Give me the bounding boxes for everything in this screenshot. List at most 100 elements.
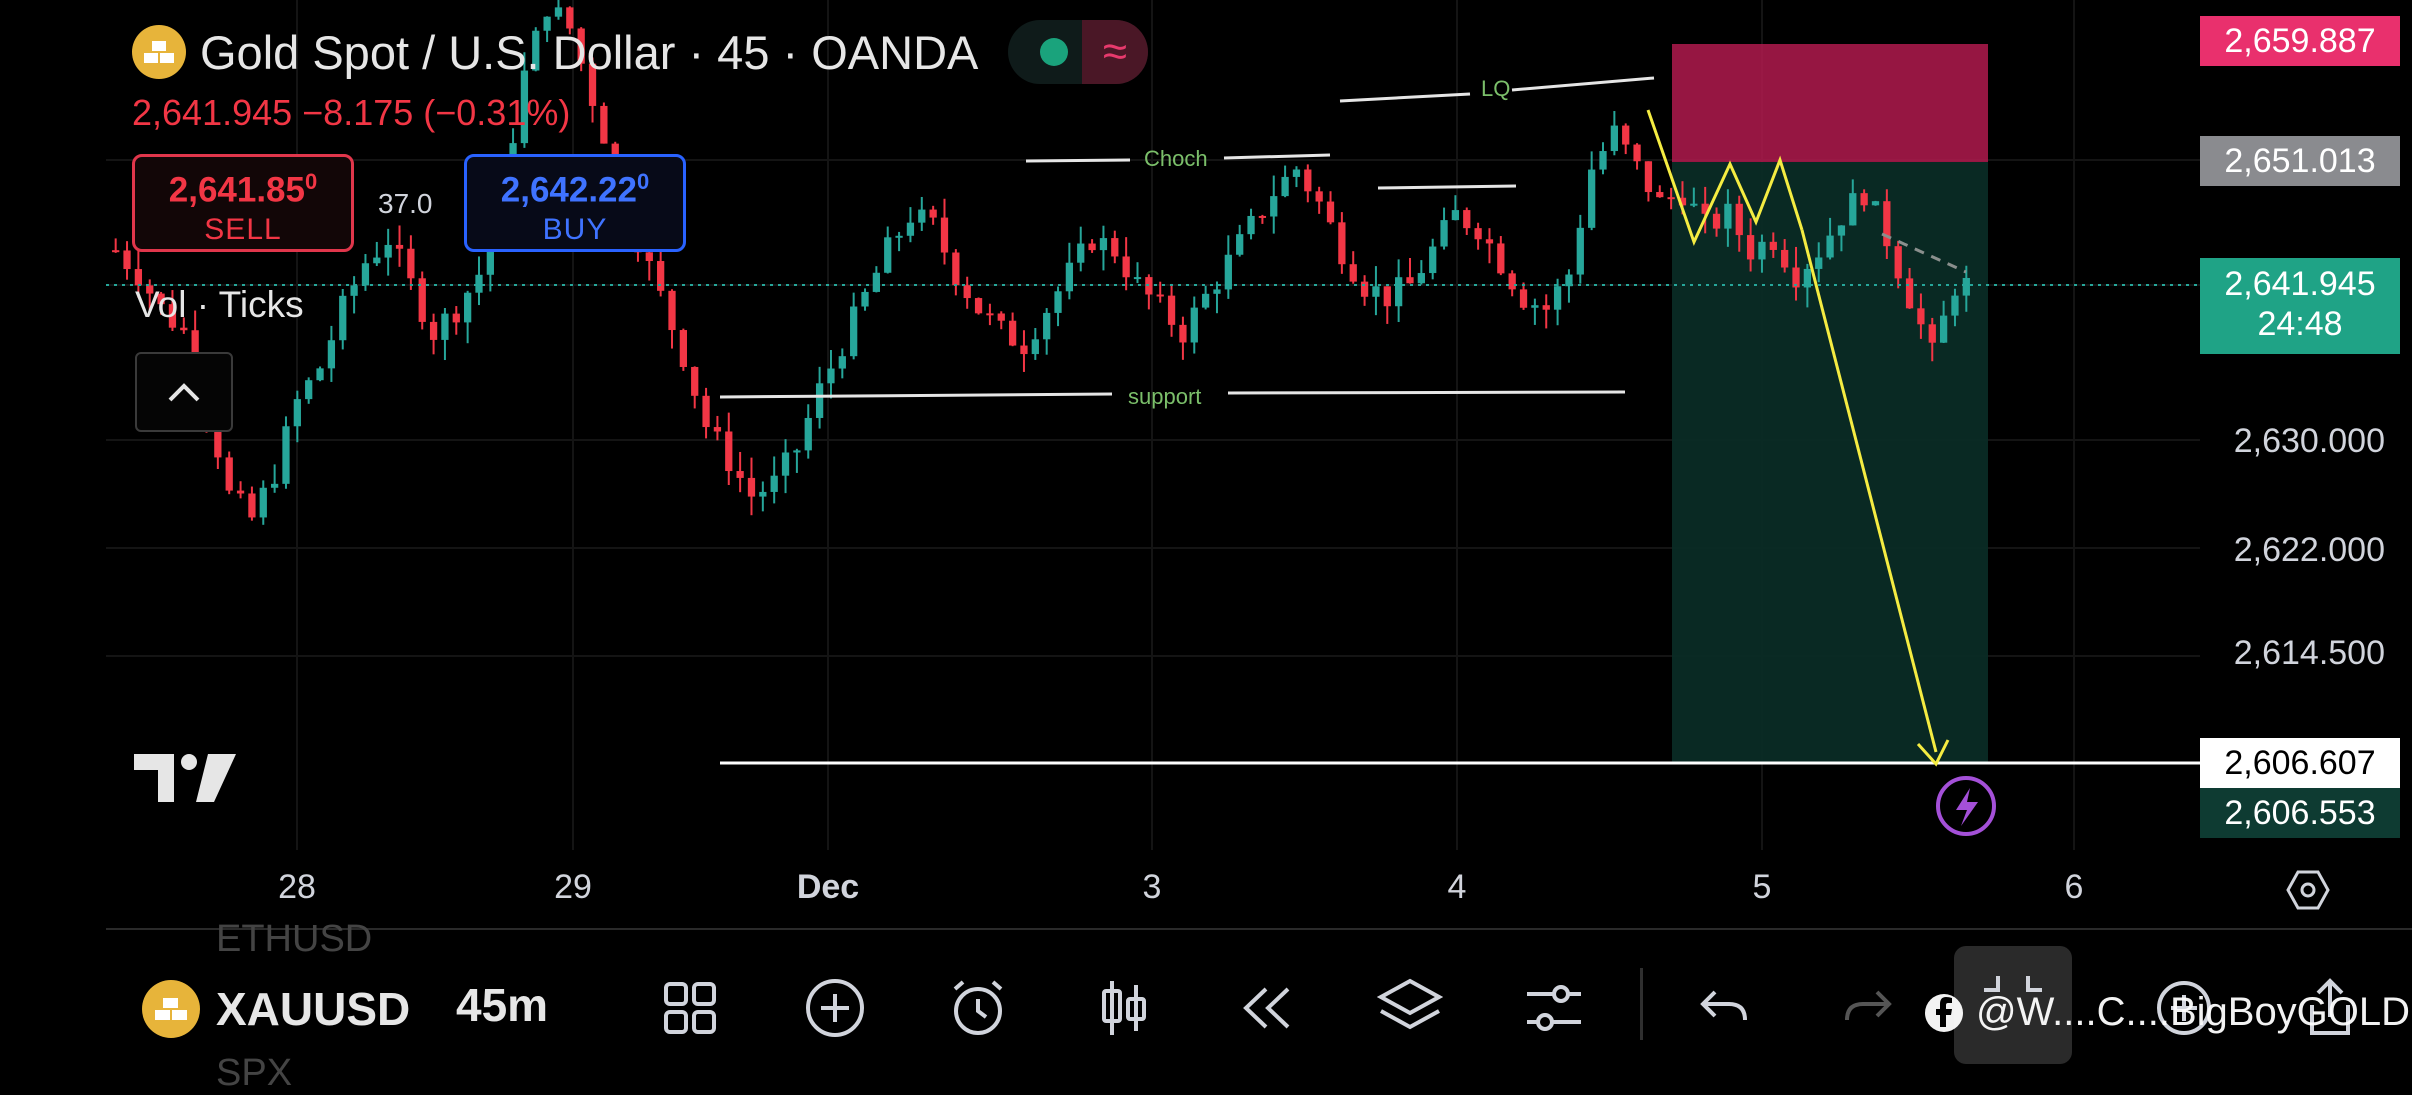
candle-up (1690, 203, 1698, 206)
share-button[interactable] (2290, 968, 2370, 1048)
candle-down (112, 250, 120, 253)
support-line-left[interactable] (719, 392, 1113, 399)
collapse-icon (1984, 976, 2042, 992)
choch-line-left[interactable] (1025, 158, 1131, 163)
candle-down (668, 290, 676, 331)
candle-up (1031, 339, 1039, 355)
candle-down (134, 269, 143, 286)
candle-down (1349, 264, 1357, 282)
chart-type-button[interactable] (1084, 968, 1164, 1048)
fullscreen-button[interactable] (1954, 946, 2072, 1064)
candlestick-icon (1102, 981, 1146, 1035)
sliders-icon (1527, 985, 1581, 1031)
alert-bolt-icon[interactable] (1936, 776, 1996, 836)
candle-down (679, 330, 687, 367)
candle-down (1463, 210, 1471, 229)
candle-down (1008, 320, 1017, 346)
date-tick: 5 (1752, 868, 1772, 906)
candle-down (1111, 238, 1119, 257)
date-tick: 28 (278, 868, 316, 906)
chart-settings-icon[interactable] (2286, 868, 2330, 917)
candle-down (1338, 222, 1346, 265)
candle-down (146, 285, 154, 294)
candle-up (339, 295, 347, 341)
candle-up (1201, 293, 1210, 308)
candle-up (316, 368, 324, 381)
support-line-right[interactable] (1227, 390, 1626, 395)
candle-down (1622, 125, 1630, 145)
add-button[interactable] (795, 968, 875, 1048)
candle-up (464, 292, 472, 323)
candle-up (1133, 277, 1142, 280)
support-annotation: support (1128, 384, 1201, 409)
candle-up (361, 263, 370, 286)
candle-up (1440, 220, 1448, 247)
collapse-indicators-button[interactable] (135, 352, 233, 432)
price-change: 2,641.945 −8.175 (−0.31%) (132, 92, 571, 133)
market-status-toggle[interactable]: ≈ (1008, 20, 1148, 84)
undo-icon (1700, 990, 1747, 1021)
candle-up (1724, 203, 1732, 229)
symbol-selector[interactable]: XAUUSD (142, 980, 410, 1038)
candle-up (918, 209, 926, 223)
candle-down (725, 431, 733, 472)
share-icon (2310, 978, 2350, 1035)
candle-down (713, 427, 722, 432)
candle-down (225, 457, 233, 491)
projection-zigzag[interactable] (1646, 109, 1804, 247)
choch-line-right[interactable] (1223, 153, 1331, 160)
candle-up (1837, 225, 1846, 236)
target-price-label: 2,606.553 (2200, 788, 2400, 838)
candle-down (1304, 169, 1312, 192)
candle-up (861, 291, 869, 307)
lq-line-right[interactable] (1511, 76, 1655, 92)
facebook-icon (1925, 993, 1963, 1032)
redo-icon (1845, 990, 1892, 1021)
candle-up (441, 313, 449, 340)
candle-up (850, 306, 858, 357)
candle-up (1871, 201, 1880, 206)
candle-down (600, 105, 608, 144)
replay-button[interactable] (1226, 968, 1306, 1048)
buy-label: BUY (542, 212, 608, 246)
entry-price-label: 2,651.013 (2200, 136, 2400, 186)
redo-button[interactable] (1828, 968, 1908, 1048)
stop-loss-zone (1672, 44, 1988, 162)
symbol-header[interactable]: Gold Spot / U.S. Dollar · 45 · OANDA (132, 22, 978, 82)
candle-down (657, 261, 665, 291)
price-chart[interactable]: support Choch LQ (0, 0, 2412, 930)
gold-bars-icon (132, 25, 186, 79)
candle-down (1928, 324, 1936, 343)
wave-icon: ≈ (1082, 20, 1148, 84)
candle-up (827, 368, 835, 384)
undo-button[interactable] (1684, 968, 1764, 1048)
candle-down (1667, 197, 1675, 200)
symbol-title: Gold Spot / U.S. Dollar · 45 · OANDA (200, 25, 979, 79)
grid-icon (664, 982, 716, 1034)
candle-down (1792, 267, 1800, 288)
volume-indicator-label[interactable]: Vol · Ticks (135, 284, 304, 325)
candle-down (974, 298, 983, 314)
candle-up (1576, 227, 1584, 275)
candle-up (1803, 268, 1812, 288)
objects-button[interactable] (1370, 968, 1450, 1048)
lq-line-left[interactable] (1339, 92, 1471, 103)
layouts-button[interactable] (650, 968, 730, 1048)
projection-arrow-line[interactable] (1800, 229, 1938, 753)
sell-button[interactable]: 2,641.850 SELL (132, 154, 354, 252)
buy-price-pip: 0 (637, 169, 650, 194)
candle-up (1553, 286, 1562, 310)
range-top-line[interactable] (1377, 184, 1517, 190)
candle-up (1281, 176, 1289, 197)
candle-up (1939, 315, 1948, 343)
interval-selector[interactable]: 45m (456, 979, 549, 1031)
settings-sliders-button[interactable] (1514, 968, 1594, 1048)
price-tick: 2,614.500 (2233, 634, 2385, 672)
buy-button[interactable]: 2,642.220 BUY (464, 154, 686, 252)
alert-button[interactable] (938, 968, 1018, 1048)
candle-up (532, 30, 540, 71)
zoom-in-button[interactable] (2144, 968, 2224, 1048)
candle-down (1383, 286, 1391, 307)
candle-up (520, 70, 529, 144)
candle-up (1099, 238, 1108, 251)
